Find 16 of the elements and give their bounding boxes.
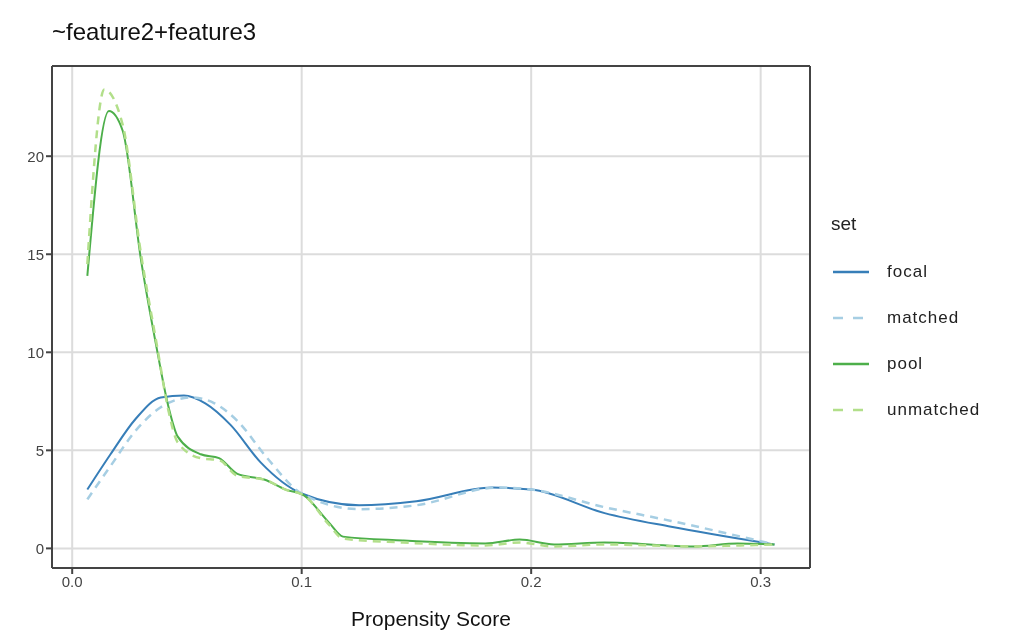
y-tick-label: 10 [27, 343, 44, 361]
x-tick-label: 0.0 [61, 572, 83, 590]
x-tick-label: 0.3 [750, 572, 772, 590]
y-tick-label: 0 [35, 539, 44, 557]
x-axis-title: Propensity Score [351, 607, 511, 630]
y-tick-label: 5 [35, 441, 44, 459]
x-tick-label: 0.2 [520, 572, 542, 590]
legend-title: set [831, 213, 858, 235]
legend-label: pool [887, 354, 924, 374]
y-tick-label: 20 [27, 147, 44, 165]
legend-label: focal [887, 262, 928, 282]
y-tick-label: 15 [27, 245, 44, 263]
chart-title: ~feature2+feature3 [52, 18, 257, 46]
legend-label: matched [887, 308, 960, 328]
legend-label: unmatched [887, 400, 981, 420]
x-tick-label: 0.1 [291, 572, 313, 590]
